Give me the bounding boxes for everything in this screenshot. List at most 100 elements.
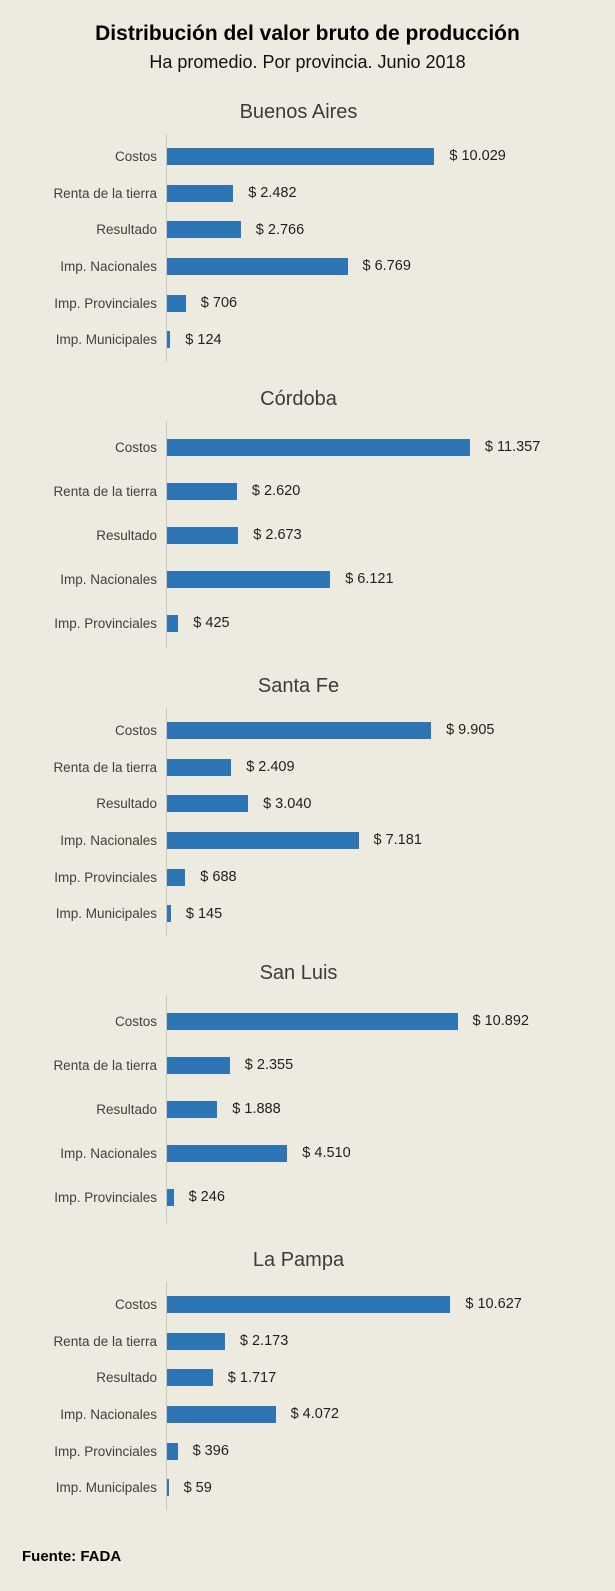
bar bbox=[167, 1479, 169, 1497]
bar bbox=[167, 184, 234, 202]
chart-row: Resultado $ 2.673 bbox=[96, 513, 615, 557]
chart-row: Imp. Provinciales $ 246 bbox=[54, 1175, 615, 1219]
value-label: $ 2.766 bbox=[255, 221, 305, 238]
bar bbox=[167, 147, 435, 165]
value-label: $ 3.040 bbox=[263, 795, 312, 812]
chart-title: San Luis bbox=[259, 962, 338, 984]
chart-panel-cordoba: Córdoba Costos $ 11.357 Renta de la tierra… bbox=[0, 374, 615, 661]
category-label: Imp. Nacionales bbox=[60, 832, 157, 848]
category-label: Imp. Nacionales bbox=[60, 571, 157, 587]
bar bbox=[167, 1100, 218, 1118]
chart-row: Costos $ 10.029 bbox=[115, 138, 615, 175]
category-label: Renta de la tierra bbox=[53, 1057, 157, 1073]
chart-title: La Pampa bbox=[252, 1249, 345, 1271]
chart-panel-la-pampa: La Pampa Costos $ 10.627 Renta de la tierr… bbox=[0, 1235, 615, 1522]
value-label: $ 124 bbox=[185, 331, 222, 348]
bar bbox=[167, 868, 186, 886]
bar bbox=[167, 905, 171, 923]
value-label: $ 2.355 bbox=[244, 1057, 294, 1073]
bar bbox=[167, 1405, 276, 1423]
value-label: $ 6.769 bbox=[362, 258, 411, 275]
bar bbox=[167, 831, 359, 849]
chart-row: Resultado $ 1.717 bbox=[96, 1359, 615, 1396]
category-label: Renta de la tierra bbox=[53, 759, 157, 775]
chart-row: Costos $ 10.892 bbox=[115, 999, 615, 1043]
chart-row: Imp. Nacionales $ 6.769 bbox=[60, 248, 615, 285]
category-label: Imp. Nacionales bbox=[60, 1145, 157, 1161]
chart-rows: Costos $ 10.627 Renta de la tierra $ 2.173 R… bbox=[53, 1282, 615, 1510]
category-label: Renta de la tierra bbox=[53, 483, 157, 499]
value-label: $ 396 bbox=[192, 1443, 229, 1460]
category-label: Imp. Municipales bbox=[55, 906, 157, 922]
bar bbox=[167, 438, 470, 456]
category-label: Resultado bbox=[96, 222, 157, 238]
chart-row: Resultado $ 2.766 bbox=[96, 211, 615, 248]
value-label: $ 425 bbox=[193, 615, 230, 631]
chart-row: Renta de la tierra $ 2.409 bbox=[53, 749, 615, 786]
value-label: $ 10.029 bbox=[449, 148, 506, 165]
bar bbox=[167, 1012, 458, 1030]
category-label: Imp. Municipales bbox=[55, 1480, 157, 1496]
chart-row: Resultado $ 3.040 bbox=[96, 785, 615, 822]
bar bbox=[167, 1332, 225, 1350]
value-label: $ 11.357 bbox=[484, 439, 541, 455]
category-label: Costos bbox=[114, 1296, 157, 1312]
chart-row: Imp. Municipales $ 59 bbox=[56, 1469, 615, 1506]
value-label: $ 4.510 bbox=[302, 1145, 351, 1161]
value-label: $ 2.620 bbox=[251, 483, 301, 499]
bar bbox=[167, 1144, 288, 1162]
value-label: $ 6.121 bbox=[345, 571, 394, 587]
bar bbox=[167, 1369, 213, 1387]
chart-panels: Buenos Aires Costos $ 10.029 Renta de la t… bbox=[0, 87, 615, 1522]
chart-row: Imp. Provinciales $ 688 bbox=[54, 859, 615, 896]
category-label: Costos bbox=[114, 1013, 157, 1029]
bar bbox=[167, 758, 232, 776]
category-label: Costos bbox=[114, 722, 157, 738]
value-label: $ 2.482 bbox=[248, 185, 297, 201]
value-label: $ 706 bbox=[200, 295, 238, 312]
bar bbox=[167, 795, 249, 813]
value-label: $ 4.072 bbox=[290, 1406, 339, 1423]
category-label: Resultado bbox=[96, 796, 157, 812]
category-label: Costos bbox=[114, 148, 157, 164]
chart-rows: Costos $ 10.892 Renta de la tierra $ 2.355 R… bbox=[53, 995, 615, 1223]
category-label: Resultado bbox=[96, 1370, 157, 1386]
chart-title: Buenos Aires bbox=[239, 101, 358, 123]
chart-panel-santa-fe: Santa Fe Costos $ 9.905 Renta de la tierra… bbox=[0, 661, 615, 948]
page-title: Distribución del valor bruto de producci… bbox=[95, 22, 520, 45]
category-label: Imp. Nacionales bbox=[60, 1406, 157, 1422]
chart-rows: Costos $ 11.357 Renta de la tierra $ 2.620 R… bbox=[53, 421, 615, 649]
value-label: $ 2.673 bbox=[253, 527, 302, 543]
value-label: $ 2.173 bbox=[239, 1333, 289, 1349]
bar bbox=[167, 570, 331, 588]
value-label: $ 10.627 bbox=[465, 1296, 522, 1313]
chart-row: Costos $ 9.905 bbox=[115, 712, 615, 749]
value-label: $ 9.905 bbox=[446, 722, 495, 739]
chart-row: Imp. Nacionales $ 4.072 bbox=[60, 1396, 615, 1433]
category-label: Costos bbox=[114, 439, 157, 455]
chart-row: Imp. Provinciales $ 706 bbox=[54, 285, 615, 322]
chart-row: Renta de la tierra $ 2.355 bbox=[53, 1043, 615, 1087]
source-note: Fuente: FADA bbox=[22, 1548, 122, 1565]
chart-title: Córdoba bbox=[260, 388, 337, 410]
value-label: $ 1.888 bbox=[232, 1101, 281, 1117]
page-subtitle: Ha promedio. Por provincia. Junio 2018 bbox=[149, 52, 466, 72]
chart-rows: Costos $ 9.905 Renta de la tierra $ 2.409 Re… bbox=[53, 708, 615, 936]
category-label: Renta de la tierra bbox=[53, 1333, 157, 1349]
value-label: $ 246 bbox=[188, 1189, 225, 1205]
value-label: $ 688 bbox=[200, 869, 237, 886]
bar bbox=[167, 1442, 178, 1460]
category-label: Imp. Provinciales bbox=[54, 869, 157, 885]
chart-row: Imp. Nacionales $ 6.121 bbox=[60, 557, 615, 601]
chart-row: Imp. Municipales $ 124 bbox=[56, 321, 615, 358]
category-label: Imp. Nacionales bbox=[60, 258, 157, 274]
bar bbox=[167, 614, 179, 632]
category-label: Imp. Provinciales bbox=[54, 615, 157, 631]
chart-row: Imp. Provinciales $ 396 bbox=[54, 1433, 615, 1470]
chart-row: Imp. Provinciales $ 425 bbox=[54, 601, 615, 645]
bar bbox=[167, 294, 186, 312]
chart-row: Resultado $ 1.888 bbox=[96, 1087, 615, 1131]
chart-row: Renta de la tierra $ 2.173 bbox=[53, 1323, 615, 1360]
bar bbox=[167, 221, 241, 239]
bar bbox=[167, 482, 237, 500]
